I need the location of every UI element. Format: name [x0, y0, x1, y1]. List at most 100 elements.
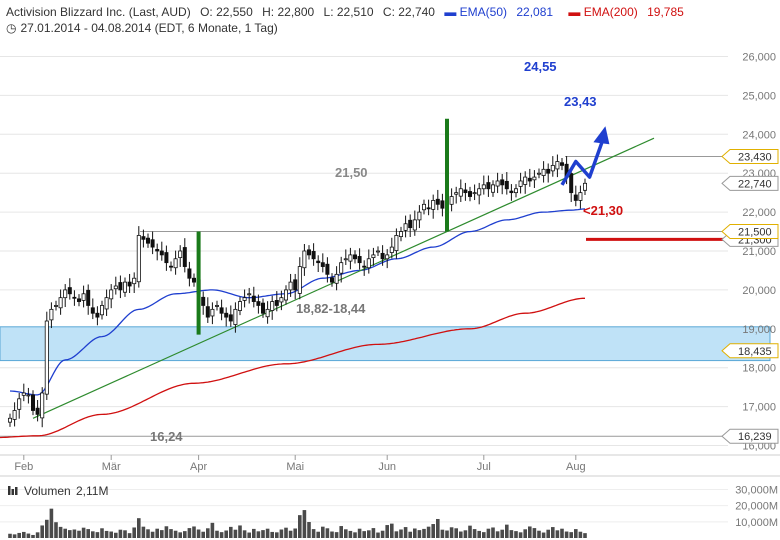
volume-bar: [201, 531, 205, 538]
candle-body: [431, 200, 436, 210]
candle-body: [357, 256, 362, 264]
volume-bar: [477, 530, 481, 538]
volume-bar: [307, 522, 311, 538]
price-tag-last: 22,740: [721, 175, 779, 191]
candle-body: [219, 307, 224, 314]
candle-body: [578, 192, 583, 201]
chart-header: Activision Blizzard Inc. (Last, AUD) O: …: [6, 5, 696, 19]
candle-body: [265, 308, 270, 318]
candle-body: [58, 297, 63, 309]
volume-bar: [35, 532, 40, 538]
candle-body: [412, 219, 417, 231]
volume-bar: [514, 531, 518, 538]
candle-body: [67, 287, 72, 295]
y-tick-label: 19,000: [742, 324, 776, 336]
y-tick-label: 20,000: [742, 285, 776, 297]
volume-bar: [417, 530, 422, 538]
bottom-label: 16,24: [150, 429, 183, 444]
clock-icon: ◷: [6, 21, 17, 35]
candle-body: [237, 301, 242, 311]
volume-bar: [215, 530, 219, 538]
volume-bar: [578, 531, 583, 538]
volume-bar: [472, 529, 477, 538]
volume-bar: [367, 530, 371, 538]
volume-bar: [495, 531, 500, 538]
volume-bar: [574, 529, 578, 538]
volume-bar: [12, 534, 17, 538]
volume-bar: [459, 531, 463, 538]
candle-body: [316, 260, 321, 264]
candle-body: [178, 250, 183, 259]
volume-bar: [357, 528, 362, 538]
y-tick-label: 18,000: [742, 363, 776, 375]
candle-body: [63, 289, 68, 299]
candle-body: [389, 246, 394, 253]
candle-body: [518, 180, 523, 187]
candle-body: [104, 297, 109, 310]
candle-body: [201, 296, 206, 306]
volume-bar: [436, 518, 440, 538]
volume-bar: [311, 529, 316, 538]
volume-bar: [17, 532, 21, 538]
candle-body: [458, 188, 463, 197]
volume-bar: [449, 527, 454, 538]
volume-bar: [426, 526, 431, 538]
volume-bar: [376, 532, 380, 538]
uptrend-line: [32, 137, 655, 419]
volume-bar: [86, 529, 90, 538]
candle-body: [155, 249, 160, 252]
target-label: 24,55: [524, 59, 557, 74]
price-tag-swing: 23,430: [721, 148, 779, 164]
chart-title: Activision Blizzard Inc. (Last, AUD): [6, 5, 191, 19]
candle-body: [417, 211, 422, 221]
candle-body: [145, 237, 150, 244]
candle-body: [371, 254, 376, 259]
y-tick-label: 17,000: [742, 402, 776, 414]
candle-body: [210, 308, 215, 317]
candle-body: [40, 392, 45, 419]
ema200-line: [0, 297, 585, 439]
volume-bar: [284, 527, 288, 538]
volume-bar: [173, 530, 178, 538]
candle-body: [421, 203, 426, 211]
candle-body: [270, 301, 275, 311]
month-label: Feb: [14, 461, 33, 473]
date-range: 27.01.2014 - 04.08.2014 (EDT, 6 Monate, …: [20, 21, 278, 35]
close-value: C: 22,740: [382, 5, 435, 19]
volume-bar: [440, 529, 445, 538]
candle-body: [150, 239, 155, 248]
volume-bar: [178, 532, 182, 538]
candle-body: [123, 281, 128, 293]
price-tag-text: 18,435: [738, 346, 772, 358]
month-axis: Feb Mär Apr Mai Jun Jul Aug: [14, 455, 586, 473]
level-lines: [0, 155, 728, 437]
candle-body: [86, 289, 91, 306]
volume-bar: [454, 528, 458, 538]
volume-bar: [528, 526, 532, 538]
volume-bar: [390, 523, 394, 538]
volume-bar: [192, 526, 196, 538]
ema200-curve: [0, 297, 585, 439]
candle-body: [375, 250, 380, 253]
candle-body: [302, 250, 307, 269]
price-tag-low: 16,239: [721, 428, 779, 444]
candle-body: [546, 168, 551, 174]
volume-bar: [146, 529, 150, 538]
candle-body: [205, 306, 210, 318]
y-tick-label: 26,000: [742, 52, 776, 64]
candle-body: [573, 194, 578, 201]
candle-body: [54, 305, 59, 307]
candle-body: [113, 285, 118, 290]
volume-bar: [141, 526, 146, 538]
volume-bar: [123, 530, 127, 538]
y-tick-label: 25,000: [742, 90, 776, 102]
volume-bar: [564, 531, 569, 538]
volume-bar: [302, 510, 307, 538]
candle-body: [320, 262, 325, 267]
candle-body: [297, 266, 302, 294]
candle-body: [233, 308, 238, 325]
candle-body: [514, 188, 519, 194]
candle-body: [21, 392, 26, 396]
volume-bar: [247, 532, 251, 538]
candle-body: [100, 305, 105, 316]
